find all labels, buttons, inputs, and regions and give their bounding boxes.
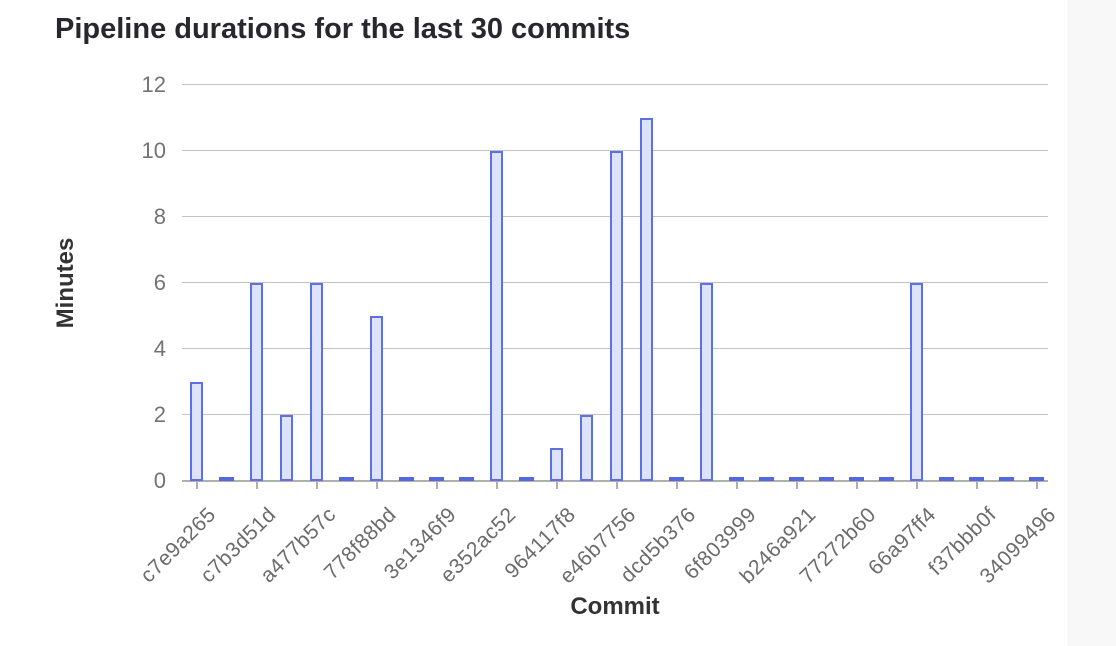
x-tick (435, 482, 438, 489)
zero-bar[interactable] (429, 477, 444, 481)
bar[interactable] (640, 118, 653, 481)
x-tick (315, 482, 318, 489)
bar[interactable] (190, 382, 203, 481)
y-axis-title: Minutes (52, 237, 79, 329)
x-tick (555, 482, 558, 489)
zero-bar[interactable] (519, 477, 534, 481)
zero-bar[interactable] (669, 477, 684, 481)
y-tick-label: 2 (153, 402, 166, 427)
x-tick (675, 482, 678, 489)
bar[interactable] (490, 151, 503, 481)
bar[interactable] (310, 283, 323, 481)
right-gutter (1067, 0, 1116, 646)
bar[interactable] (700, 283, 713, 481)
zero-bar[interactable] (999, 477, 1014, 481)
zero-bar[interactable] (1029, 477, 1044, 481)
bar[interactable] (280, 415, 293, 481)
y-tick-label: 6 (153, 270, 166, 295)
zero-bar[interactable] (789, 477, 804, 481)
x-tick (1035, 482, 1038, 489)
zero-bar[interactable] (879, 477, 894, 481)
x-tick (735, 482, 738, 489)
y-tick-label: 10 (141, 138, 166, 163)
x-tick (255, 482, 258, 489)
gridline (182, 84, 1048, 85)
bar[interactable] (610, 151, 623, 481)
x-tick (855, 482, 858, 489)
bar[interactable] (250, 283, 263, 481)
zero-bar[interactable] (339, 477, 354, 481)
zero-bar[interactable] (219, 477, 234, 481)
y-tick-label: 0 (153, 468, 166, 493)
x-tick (795, 482, 798, 489)
zero-bar[interactable] (939, 477, 954, 481)
x-tick (195, 482, 198, 489)
gridline (182, 150, 1048, 151)
bar[interactable] (580, 415, 593, 481)
x-tick (375, 482, 378, 489)
x-tick (975, 482, 978, 489)
zero-bar[interactable] (969, 477, 984, 481)
plot-area (182, 84, 1048, 489)
zero-bar[interactable] (729, 477, 744, 481)
x-axis-line (182, 480, 1048, 482)
y-tick-label: 8 (153, 204, 166, 229)
y-tick-label: 12 (141, 72, 166, 97)
bar[interactable] (550, 448, 563, 481)
zero-bar[interactable] (849, 477, 864, 481)
x-tick (615, 482, 618, 489)
zero-bar[interactable] (759, 477, 774, 481)
x-tick (495, 482, 498, 489)
bar[interactable] (370, 316, 383, 481)
y-tick-label: 4 (153, 336, 166, 361)
bar[interactable] (910, 283, 923, 481)
zero-bar[interactable] (819, 477, 834, 481)
zero-bar[interactable] (399, 477, 414, 481)
chart-title: Pipeline durations for the last 30 commi… (55, 13, 631, 45)
x-tick (915, 482, 918, 489)
zero-bar[interactable] (459, 477, 474, 481)
x-axis-title: Commit (570, 593, 660, 620)
